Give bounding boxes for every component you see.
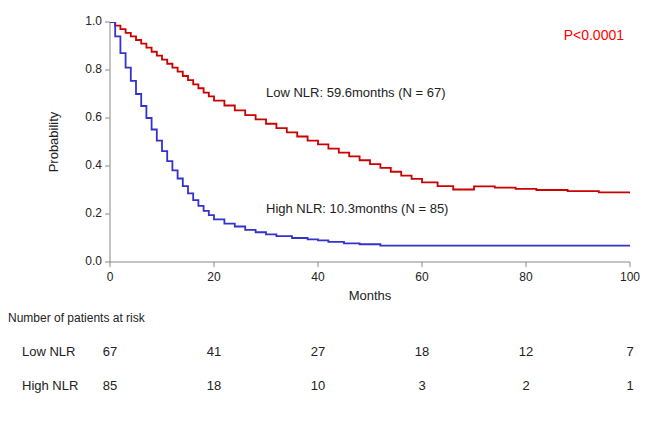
y-tick: [105, 22, 110, 23]
plot-area: [110, 22, 630, 246]
x-tick: [318, 262, 319, 267]
survival-curve: [110, 22, 630, 246]
x-tick: [110, 262, 111, 267]
risk-value: 18: [207, 378, 221, 393]
risk-table-title: Number of patients at risk: [8, 311, 146, 325]
y-axis-label: Probability: [46, 111, 61, 172]
risk-value: 67: [103, 344, 117, 359]
annotation: Low NLR: 59.6months (N = 67): [266, 85, 446, 100]
risk-value: 41: [207, 344, 221, 359]
x-tick-label: 80: [519, 270, 533, 284]
x-tick-label: 20: [207, 270, 221, 284]
risk-row-label: High NLR: [22, 378, 78, 393]
risk-row-label: Low NLR: [22, 344, 75, 359]
y-axis-line: [110, 22, 111, 262]
risk-value: 85: [103, 378, 117, 393]
x-axis-line: [110, 262, 630, 263]
y-tick-label: 0.6: [85, 110, 102, 124]
y-tick-label: 0.4: [85, 158, 102, 172]
x-tick: [422, 262, 423, 267]
y-tick-label: 1.0: [85, 14, 102, 28]
risk-value: 27: [311, 344, 325, 359]
annotation: P<0.0001: [564, 27, 625, 43]
y-tick-label: 0.0: [85, 254, 102, 268]
y-tick-label: 0.8: [85, 62, 102, 76]
y-tick: [105, 70, 110, 71]
y-tick: [105, 118, 110, 119]
x-tick-label: 100: [620, 270, 640, 284]
x-tick: [630, 262, 631, 267]
risk-value: 2: [522, 378, 529, 393]
y-tick: [105, 262, 110, 263]
risk-value: 12: [519, 344, 533, 359]
y-tick: [105, 214, 110, 215]
x-tick-label: 40: [311, 270, 325, 284]
annotation: High NLR: 10.3months (N = 85): [266, 201, 448, 216]
risk-value: 18: [415, 344, 429, 359]
x-tick-label: 60: [415, 270, 429, 284]
risk-value: 1: [626, 378, 633, 393]
y-tick-label: 0.2: [85, 206, 102, 220]
x-tick: [526, 262, 527, 267]
chart: 0.0 0.2 0.4 0.6 0.8 1.0 0 20 40 60 80 100 Months Prob…: [0, 0, 650, 438]
x-tick-label: 0: [107, 270, 114, 284]
risk-value: 10: [311, 378, 325, 393]
risk-value: 3: [418, 378, 425, 393]
x-axis-label: Months: [349, 288, 392, 303]
x-tick: [214, 262, 215, 267]
y-tick: [105, 166, 110, 167]
survival-curve: [110, 22, 630, 194]
risk-value: 7: [626, 344, 633, 359]
